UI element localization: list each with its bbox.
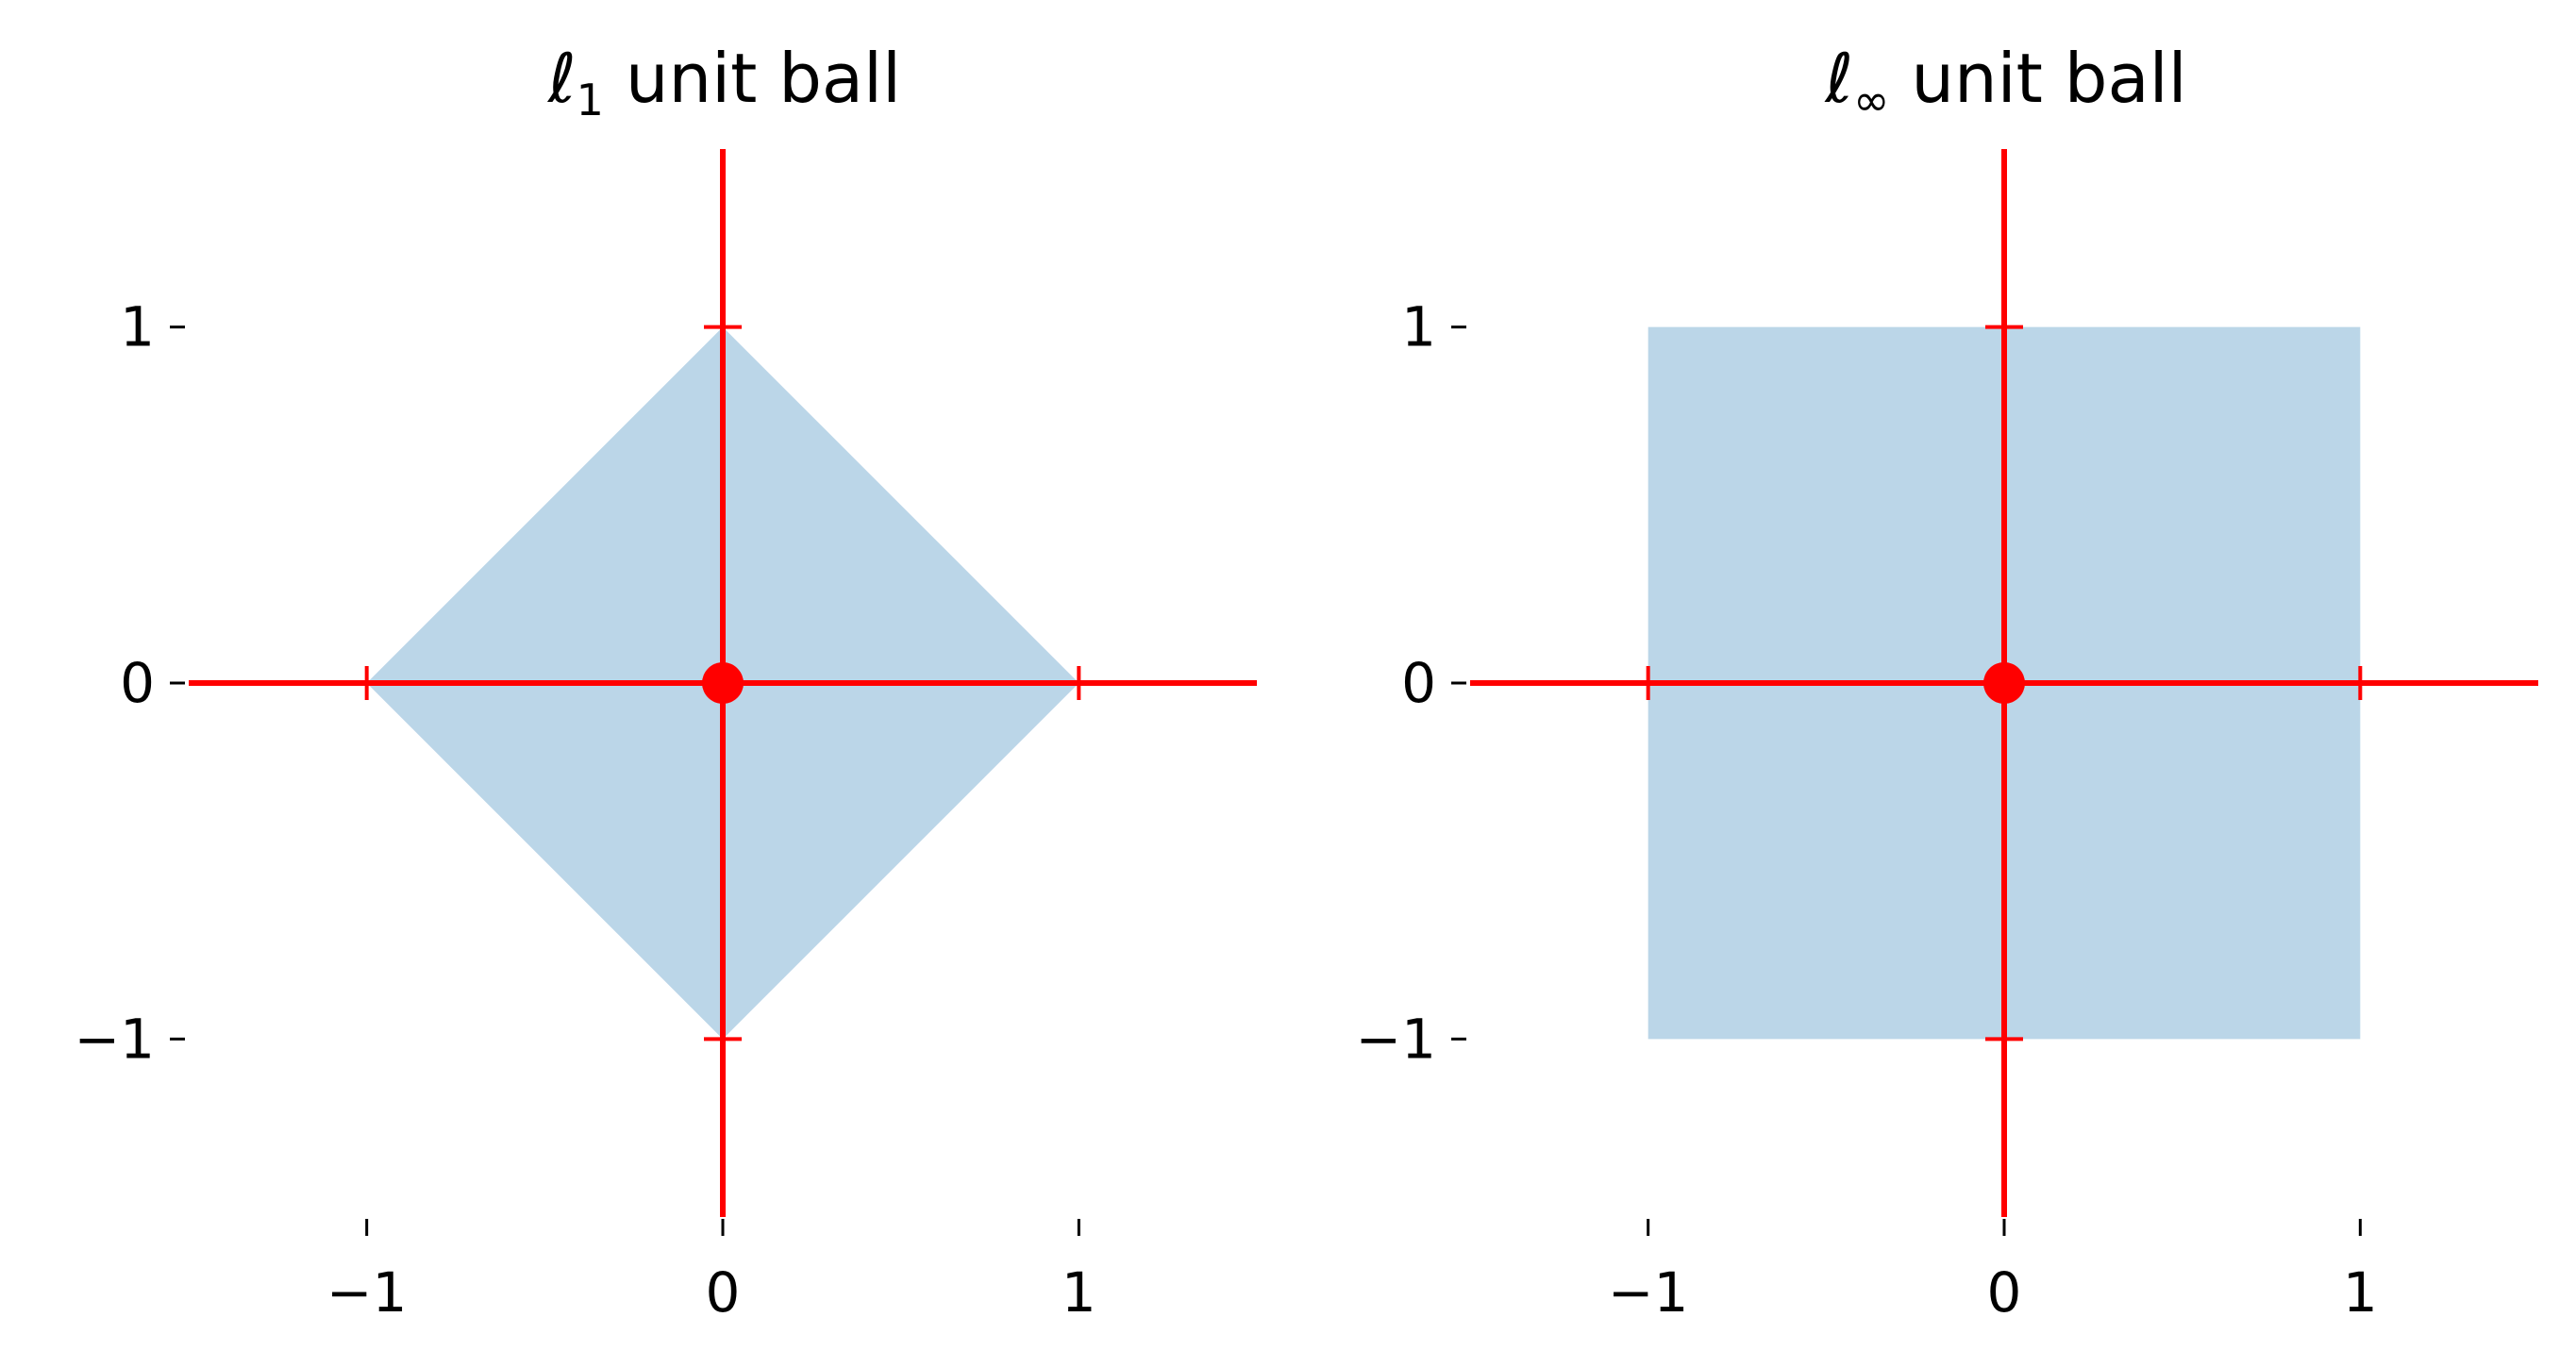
linf-xtick-label-1: 0 — [1987, 1260, 2022, 1325]
linf-panel-title: ℓ∞ unit ball — [1823, 39, 2186, 125]
linf-title-text: unit ball — [1889, 39, 2186, 118]
l1-ytick-label-0: −1 — [75, 1007, 156, 1071]
l1-xtick-label-2: 1 — [1062, 1260, 1096, 1325]
l1-xtick-label-1: 0 — [706, 1260, 741, 1325]
l1-title-subscript: 1 — [577, 75, 604, 125]
l1-origin-point — [702, 662, 744, 704]
linf-ytick-label-0: −1 — [1356, 1007, 1437, 1071]
linf-xtick-label-2: 1 — [2343, 1260, 2378, 1325]
linf-unit-ball-panel: −1 0 1 −1 0 1 ℓ∞ unit ball — [1356, 39, 2538, 1325]
linf-title-subscript: ∞ — [1853, 75, 1889, 125]
linf-xtick-label-0: −1 — [1608, 1260, 1689, 1325]
linf-ytick-label-1: 0 — [1401, 651, 1436, 715]
l1-title-ell: ℓ — [546, 39, 577, 118]
linf-title-ell: ℓ — [1823, 39, 1853, 118]
linf-origin-point — [1983, 662, 2025, 704]
l1-ytick-label-1: 0 — [120, 651, 155, 715]
l1-ytick-label-2: 1 — [120, 295, 155, 359]
l1-title-text: unit ball — [604, 39, 901, 118]
l1-xtick-label-0: −1 — [326, 1260, 408, 1325]
l1-panel-title: ℓ1 unit ball — [546, 39, 901, 125]
linf-ytick-label-2: 1 — [1401, 295, 1436, 359]
